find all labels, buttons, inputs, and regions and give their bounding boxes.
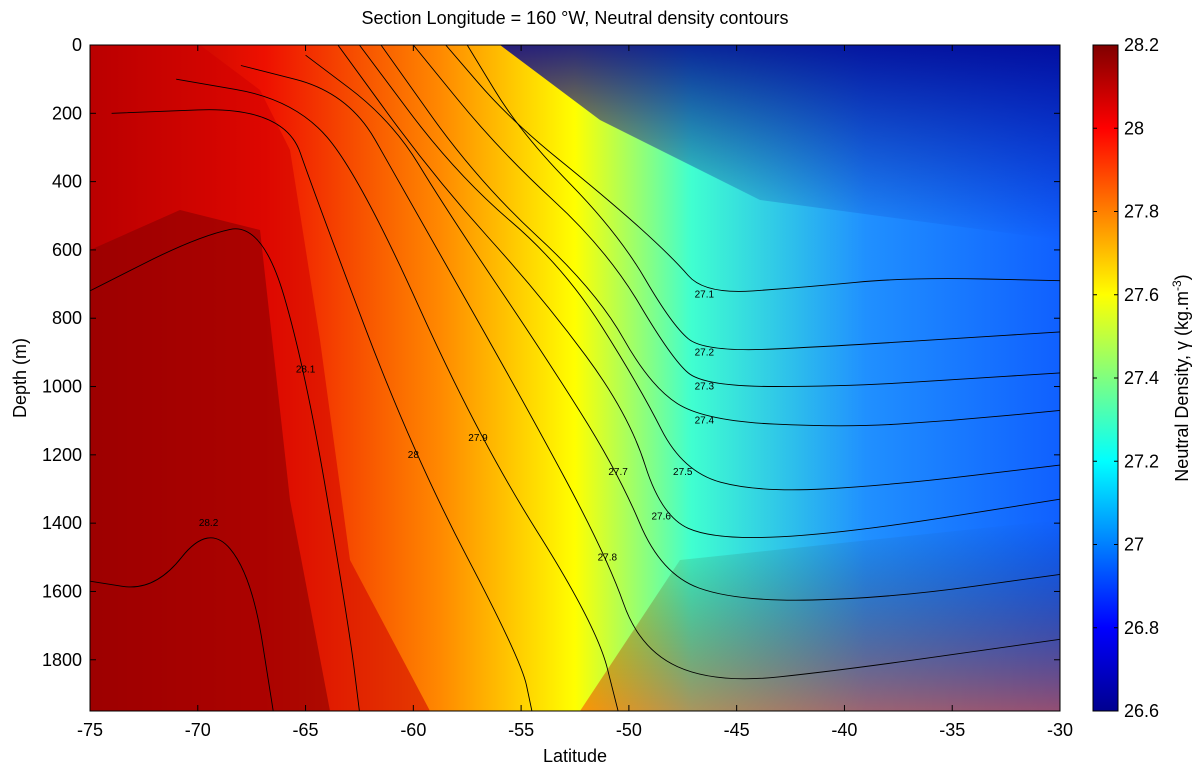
colorbar-tick-label: 28: [1124, 118, 1144, 138]
y-tick-label: 1000: [42, 377, 82, 397]
y-tick-label: 1600: [42, 581, 82, 601]
contour-line: [445, 45, 1060, 292]
x-axis-label: Latitude: [543, 746, 607, 766]
y-axis: 0 200 400 600 800 1000 1200 1400 1600 1800: [42, 35, 1060, 670]
contour-label: 27.9: [468, 433, 488, 444]
x-tick-label: -40: [831, 720, 857, 740]
contour-label: 28.2: [199, 518, 219, 529]
contour-label: 27.7: [608, 467, 628, 478]
y-tick-label: 1400: [42, 513, 82, 533]
x-tick-label: -75: [77, 720, 103, 740]
y-tick-label: 600: [52, 240, 82, 260]
x-tick-label: -50: [616, 720, 642, 740]
contour-line: [176, 78, 619, 711]
contour-line: [240, 65, 1060, 680]
colorbar-tick-label: 27.6: [1124, 285, 1159, 305]
contour-lines: 27.1 27.2 27.3 27.4 27.5 27.6 27.7 27.8 27.9 28 28…: [90, 45, 1060, 711]
contour-line: [305, 54, 1060, 601]
y-tick-label: 1800: [42, 650, 82, 670]
contour-line: [337, 45, 1060, 538]
y-tick-label: 200: [52, 103, 82, 123]
plot-area: 27.1 27.2 27.3 27.4 27.5 27.6 27.7 27.8 27.9 28 28…: [90, 45, 1060, 711]
x-tick-label: -70: [185, 720, 211, 740]
x-tick-label: -35: [939, 720, 965, 740]
contour-line: [412, 45, 1060, 387]
contour-label: 27.6: [651, 511, 671, 522]
contour-label: 27.4: [695, 416, 715, 427]
contour-line: [380, 45, 1060, 427]
x-tick-label: -65: [293, 720, 319, 740]
y-tick-label: 400: [52, 172, 82, 192]
colorbar-ticks: 26.6 26.8 27 27.2 27.4 27.6 27.8 28 28.2: [1093, 35, 1159, 721]
contour-line: [466, 45, 1060, 351]
contour-label: 28.1: [296, 364, 316, 375]
contour-label: 27.2: [695, 347, 715, 358]
chart-title: Section Longitude = 160 °W, Neutral dens…: [362, 8, 789, 28]
contour-label: 27.1: [695, 289, 715, 300]
y-axis-label: Depth (m): [10, 338, 30, 418]
x-axis: -75 -70 -65 -60 -55 -50 -45 -40 -35 -30: [77, 45, 1073, 740]
y-tick-label: 800: [52, 308, 82, 328]
contour-line: [111, 109, 533, 711]
contour-label: 28: [408, 450, 420, 461]
y-tick-label: 1200: [42, 445, 82, 465]
colorbar-tick-label: 27.4: [1124, 368, 1159, 388]
contour-line: [90, 537, 274, 711]
contour-label: 27.3: [695, 382, 715, 393]
x-tick-label: -60: [400, 720, 426, 740]
deep-warm-layer: [580, 520, 1060, 711]
x-tick-label: -55: [508, 720, 534, 740]
colorbar-tick-label: 27: [1124, 535, 1144, 555]
plot-frame: [89, 44, 1061, 712]
contour-line: [359, 45, 1060, 491]
x-tick-label: -45: [724, 720, 750, 740]
contour-label: 27.8: [598, 552, 618, 563]
colorbar: [1092, 44, 1119, 712]
colorbar-tick-label: 26.6: [1124, 701, 1159, 721]
surface-blue-layer: [500, 45, 1060, 240]
contour-line: [90, 228, 360, 711]
colorbar-tick-label: 26.8: [1124, 618, 1159, 638]
colorbar-tick-label: 28.2: [1124, 35, 1159, 55]
y-tick-label: 0: [72, 35, 82, 55]
colorbar-tick-label: 27.8: [1124, 202, 1159, 222]
x-tick-label: -30: [1047, 720, 1073, 740]
dark-red-core-layer: [90, 210, 330, 711]
colorbar-label: Neutral Density, γ (kg.m-3): [1170, 274, 1192, 481]
colorbar-tick-label: 27.2: [1124, 451, 1159, 471]
contour-label: 27.5: [673, 467, 693, 478]
